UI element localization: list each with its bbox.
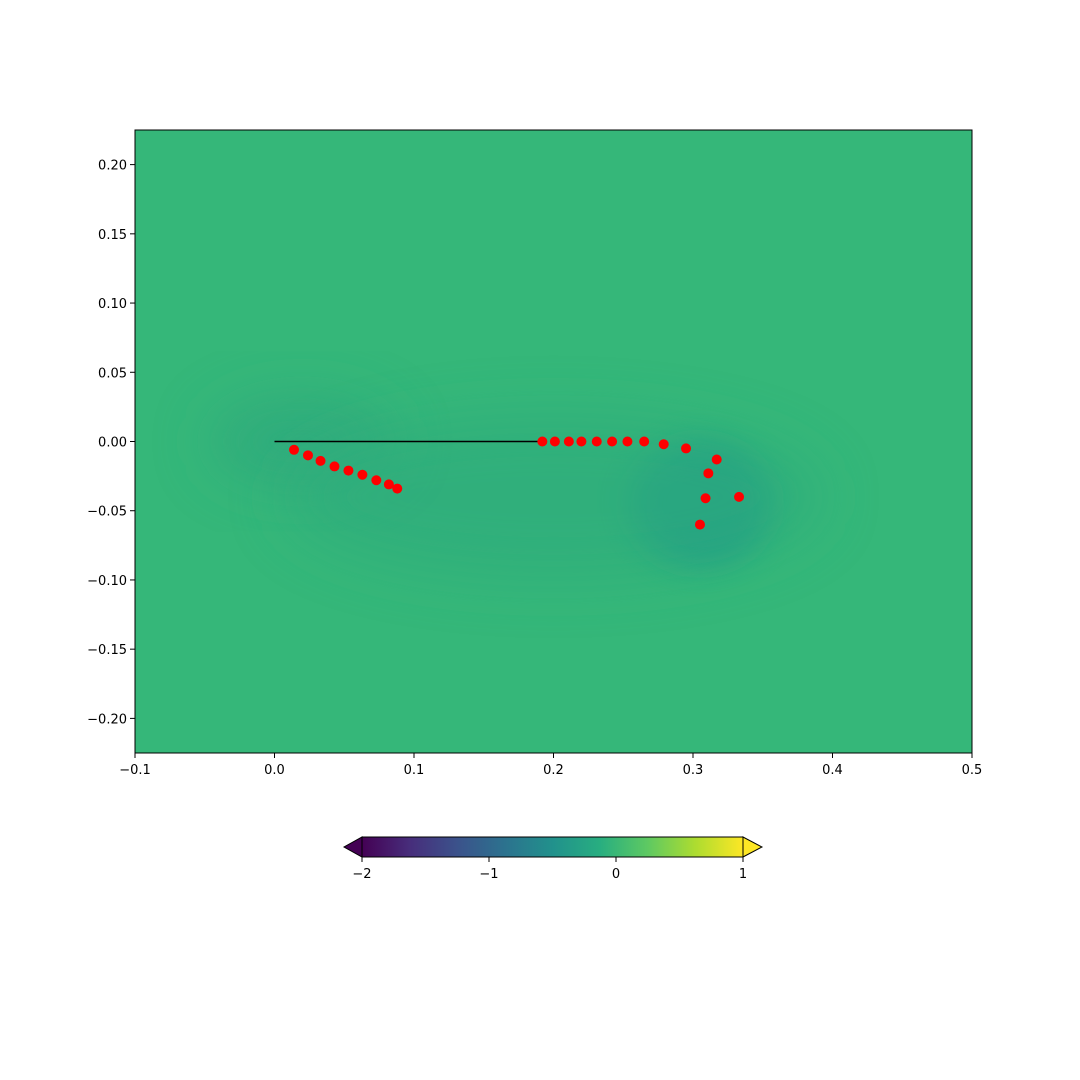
data-point: [392, 483, 403, 494]
y-tick-label: 0.00: [98, 436, 127, 451]
colorbar-tick-label: −2: [352, 867, 371, 882]
y-tick-label: −0.10: [87, 574, 127, 589]
data-point: [700, 493, 711, 504]
colorbar-low-extension: [342, 836, 363, 858]
data-point: [734, 491, 745, 502]
y-tick-label: −0.05: [87, 505, 127, 520]
data-point: [289, 444, 300, 455]
data-point: [315, 455, 326, 466]
data-point: [658, 439, 669, 450]
colorbar-tick-label: −1: [479, 867, 498, 882]
data-point: [329, 461, 340, 472]
y-tick-label: −0.15: [87, 643, 127, 658]
colorbar: −2 −1 0 1: [342, 836, 764, 882]
data-point: [622, 436, 633, 447]
data-point: [607, 436, 618, 447]
data-point: [302, 450, 313, 461]
data-point: [639, 436, 650, 447]
data-point: [703, 468, 714, 479]
x-tick-label: −0.1: [119, 763, 151, 778]
data-point: [549, 436, 560, 447]
y-tick-label: 0.15: [98, 228, 127, 243]
data-point: [537, 436, 548, 447]
colorbar-tick-label: 1: [739, 867, 747, 882]
data-point: [343, 465, 354, 476]
data-point: [711, 454, 722, 465]
x-tick-label: 0.5: [962, 763, 983, 778]
data-point: [371, 475, 382, 486]
y-tick-label: 0.20: [98, 159, 127, 174]
x-tick-label: 0.3: [683, 763, 704, 778]
plot-area: [134, 129, 973, 754]
colorbar-ticks: −2 −1 0 1: [352, 857, 747, 882]
x-axis: −0.1 0.0 0.1 0.2 0.3 0.4 0.5: [119, 753, 982, 778]
data-points: [289, 436, 745, 530]
y-tick-label: 0.05: [98, 366, 127, 381]
colorbar-high-extension: [742, 836, 764, 858]
data-point: [591, 436, 602, 447]
data-point: [357, 469, 368, 480]
data-point: [576, 436, 587, 447]
x-tick-label: 0.0: [264, 763, 285, 778]
data-point: [681, 443, 692, 454]
colorbar-gradient: [361, 836, 744, 858]
data-point: [694, 519, 705, 530]
y-axis: 0.20 0.15 0.10 0.05 0.00 −0.05 −0.10 −0.15 −0.20: [87, 159, 135, 727]
field-feature: [283, 416, 824, 577]
data-point: [383, 479, 394, 490]
x-tick-label: 0.4: [822, 763, 843, 778]
x-tick-label: 0.1: [404, 763, 425, 778]
y-tick-label: 0.10: [98, 297, 127, 312]
colorbar-tick-label: 0: [612, 867, 620, 882]
x-tick-label: 0.2: [543, 763, 564, 778]
data-point: [563, 436, 574, 447]
y-tick-label: −0.20: [87, 712, 127, 727]
